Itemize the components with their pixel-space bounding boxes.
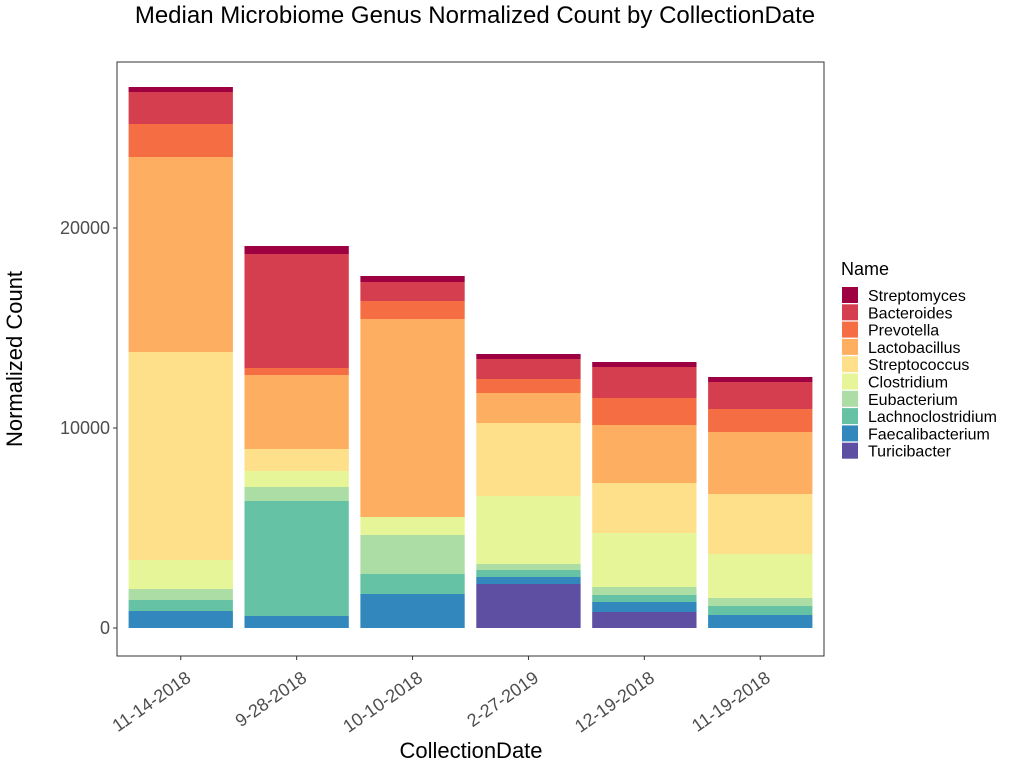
bar-segment-streptomyces-4	[476, 354, 581, 359]
chart-title: Median Microbiome Genus Normalized Count…	[135, 2, 815, 29]
bar-segment-bacteroides-3	[360, 282, 465, 301]
legend-key-faecalibacterium	[842, 425, 858, 442]
legend-label-streptomyces: Streptomyces	[868, 288, 966, 305]
bar-segment-clostridium-6	[708, 554, 813, 598]
legend-label-eubacterium: Eubacterium	[868, 392, 958, 409]
x-tick-label: 12-19-2018	[571, 667, 658, 736]
y-tick-label: 10000	[60, 418, 110, 438]
legend: Name StreptomycesBacteroidesPrevotellaLa…	[841, 259, 997, 461]
bar-segment-faecalibacterium-3	[360, 594, 465, 628]
y-tick-label: 0	[100, 618, 110, 638]
bar-segment-eubacterium-5	[592, 587, 697, 595]
bar-segment-streptococcus-4	[476, 423, 581, 496]
bars-layer	[128, 87, 813, 628]
legend-label-lactobacillus: Lactobacillus	[868, 340, 961, 357]
bar-segment-faecalibacterium-2	[244, 616, 349, 628]
bar-segment-streptococcus-6	[708, 494, 813, 554]
bar-segment-clostridium-3	[360, 517, 465, 535]
bar-segment-streptomyces-1	[128, 87, 233, 92]
bar-segment-prevotella-4	[476, 379, 581, 393]
bar-segment-turicibacter-5	[592, 612, 697, 628]
bar-segment-streptomyces-2	[244, 246, 349, 254]
bar-segment-lachnoclostridium-2	[244, 501, 349, 616]
bar-segment-bacteroides-2	[244, 254, 349, 368]
plot-panel	[116, 61, 825, 657]
legend-label-prevotella: Prevotella	[868, 323, 939, 340]
bar-segment-lactobacillus-4	[476, 393, 581, 423]
x-tick-label: 2-27-2019	[463, 667, 542, 730]
bar-segment-streptomyces-5	[592, 362, 697, 367]
legend-label-streptococcus: Streptococcus	[868, 357, 969, 374]
bar-segment-clostridium-1	[128, 560, 233, 589]
x-tick-label: 11-19-2018	[688, 667, 774, 735]
bar-segment-clostridium-5	[592, 533, 697, 587]
bar-segment-streptomyces-6	[708, 377, 813, 382]
bar-segment-bacteroides-5	[592, 367, 697, 398]
bar-segment-lachnoclostridium-3	[360, 574, 465, 594]
bar-segment-lachnoclostridium-4	[476, 570, 581, 577]
x-tick-label: 10-10-2018	[339, 667, 426, 736]
bar-segment-eubacterium-1	[128, 589, 233, 600]
bar-segment-streptococcus-2	[244, 449, 349, 471]
bar-segment-prevotella-5	[592, 398, 697, 425]
bar-segment-lactobacillus-1	[128, 157, 233, 352]
y-tick-label: 20000	[60, 218, 110, 238]
legend-label-lachnoclostridium: Lachnoclostridium	[868, 409, 997, 426]
legend-key-eubacterium	[842, 390, 858, 407]
bar-segment-lactobacillus-6	[708, 432, 813, 494]
legend-key-bacteroides	[842, 304, 858, 321]
bar-segment-clostridium-2	[244, 471, 349, 487]
legend-key-lachnoclostridium	[842, 408, 858, 425]
x-tick-label: 9-28-2018	[232, 667, 311, 730]
bar-segment-faecalibacterium-6	[708, 615, 813, 628]
bar-segment-eubacterium-2	[244, 487, 349, 501]
legend-label-turicibacter: Turicibacter	[868, 444, 952, 461]
legend-key-streptomyces	[842, 287, 858, 303]
bar-segment-lachnoclostridium-1	[128, 600, 233, 611]
legend-key-streptococcus	[842, 356, 858, 373]
x-axis: 11-14-2018 9-28-2018 10-10-2018 2-27-2019 12…	[109, 656, 774, 737]
bar-segment-bacteroides-1	[128, 92, 233, 124]
bar-segment-turicibacter-4	[476, 584, 581, 628]
legend-key-clostridium	[842, 373, 858, 390]
y-axis: 0 10000 20000	[60, 218, 117, 638]
bar-segment-prevotella-2	[244, 368, 349, 375]
bar-segment-faecalibacterium-5	[592, 602, 697, 612]
bar-segment-streptococcus-1	[128, 352, 233, 560]
bar-segment-faecalibacterium-1	[128, 611, 233, 628]
bar-segment-lactobacillus-2	[244, 375, 349, 449]
legend-key-turicibacter	[842, 442, 858, 459]
bar-segment-streptococcus-5	[592, 483, 697, 533]
bar-segment-streptomyces-3	[360, 276, 465, 282]
legend-label-faecalibacterium: Faecalibacterium	[868, 426, 990, 443]
bar-segment-prevotella-1	[128, 124, 233, 157]
bar-segment-lachnoclostridium-5	[592, 595, 697, 602]
bar-segment-lactobacillus-3	[360, 319, 465, 517]
legend-label-clostridium: Clostridium	[868, 375, 948, 392]
bar-segment-bacteroides-4	[476, 359, 581, 379]
bar-segment-eubacterium-3	[360, 535, 465, 574]
bar-segment-lachnoclostridium-6	[708, 606, 813, 615]
legend-label-bacteroides: Bacteroides	[868, 305, 953, 322]
bar-segment-bacteroides-6	[708, 382, 813, 409]
legend-title: Name	[841, 259, 889, 279]
x-tick-label: 11-14-2018	[109, 667, 195, 735]
y-axis-title: Normalized Count	[2, 271, 27, 447]
bar-segment-eubacterium-4	[476, 564, 581, 570]
bar-segment-faecalibacterium-4	[476, 577, 581, 584]
legend-key-lactobacillus	[842, 338, 858, 355]
bar-segment-lactobacillus-5	[592, 425, 697, 483]
bar-segment-prevotella-3	[360, 301, 465, 319]
bar-segment-clostridium-4	[476, 496, 581, 564]
bar-segment-prevotella-6	[708, 409, 813, 432]
x-axis-title: CollectionDate	[399, 738, 542, 763]
legend-key-prevotella	[842, 321, 858, 338]
bar-segment-eubacterium-6	[708, 598, 813, 606]
